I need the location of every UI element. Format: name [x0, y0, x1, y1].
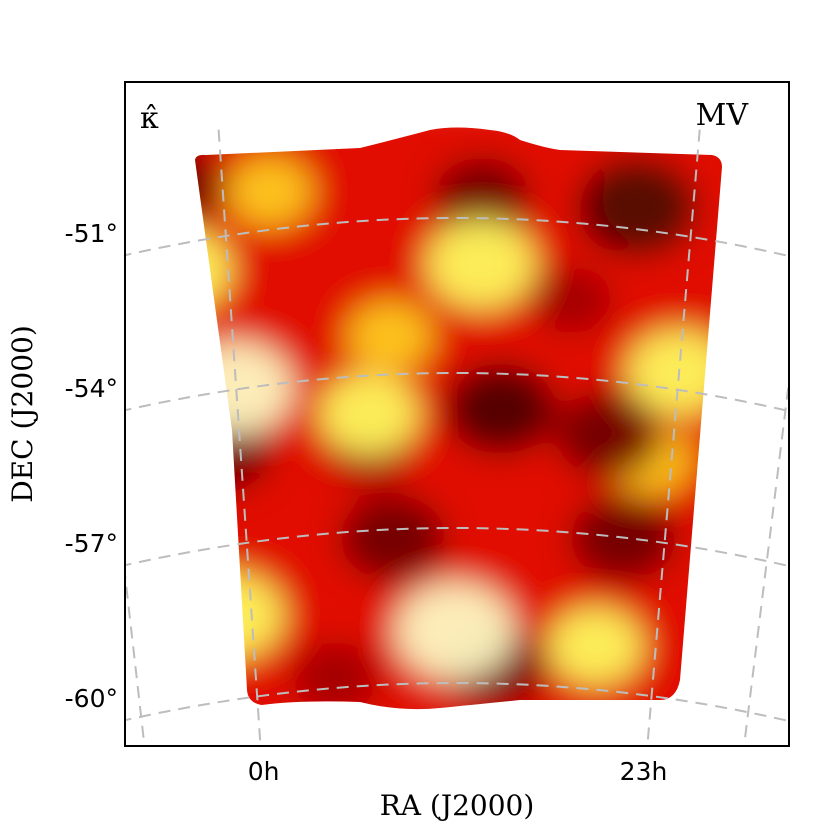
ra-grid-line [646, 129, 701, 746]
y-axis-label: DEC (J2000) [6, 325, 39, 503]
kappa-high-region [347, 301, 433, 372]
ra-grid-line [217, 129, 262, 746]
ra-grid-line [125, 566, 146, 746]
kappa-low-region [576, 158, 697, 257]
y-tick-labels: -51° -54° -57° -60° [65, 219, 118, 713]
kappa-low-region [445, 363, 556, 454]
dec-grid-line [125, 682, 789, 723]
kappa-low-region [530, 267, 612, 334]
kappa-low-region [292, 642, 379, 710]
dec-grid-line [125, 372, 789, 413]
kappa-low-region [434, 157, 530, 236]
dec-grid-line [125, 527, 789, 568]
kappa-high-region [395, 581, 515, 680]
y-tick-label: -57° [65, 529, 118, 558]
y-tick-label: -60° [65, 684, 118, 713]
y-tick-label: -54° [65, 374, 118, 403]
coordinate-grid [125, 129, 789, 746]
kappa-high-region [319, 372, 420, 455]
plot-border [124, 81, 790, 747]
estimator-label: MV [696, 98, 750, 133]
kappa-low-region [340, 494, 446, 581]
x-tick-label: 0h [248, 757, 280, 786]
kappa-high-region [227, 156, 313, 227]
kappa-high-region [547, 607, 644, 686]
x-tick-labels: 0h 23h [248, 757, 668, 786]
x-tick-label: 23h [620, 757, 668, 786]
dec-grid-line [125, 217, 789, 258]
ra-grid-line [743, 373, 789, 746]
y-tick-label: -51° [65, 219, 118, 248]
map-label: κ̂ [140, 101, 159, 136]
kappa-low-region [556, 391, 662, 478]
kappa-high-region [426, 219, 537, 309]
x-axis-label: RA (J2000) [380, 789, 535, 822]
